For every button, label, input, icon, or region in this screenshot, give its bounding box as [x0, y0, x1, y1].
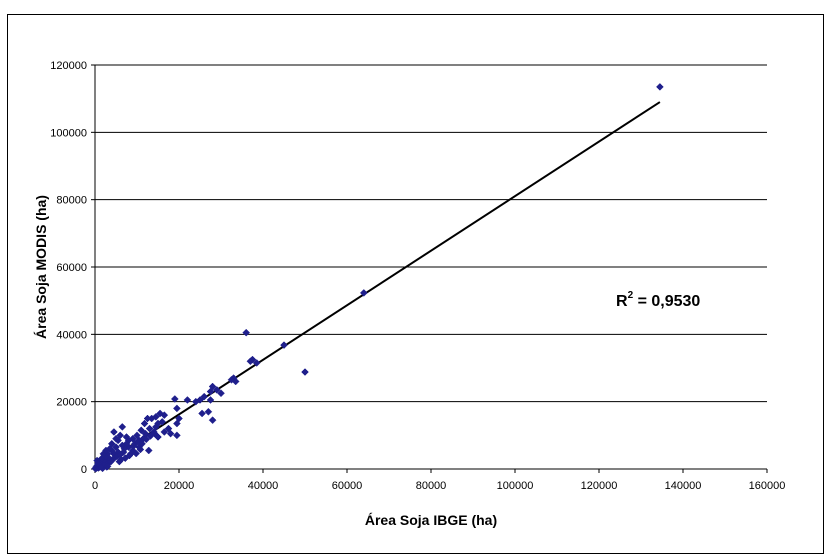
data-point [359, 289, 368, 297]
data-point [136, 445, 145, 454]
data-point [122, 433, 131, 441]
y-tick-label: 20000 [56, 397, 87, 409]
data-point [301, 368, 309, 376]
x-tick-label: 60000 [332, 480, 363, 492]
data-point [112, 443, 120, 451]
x-tick-label: 120000 [581, 480, 618, 492]
data-point [150, 429, 159, 438]
data-points [91, 83, 664, 473]
x-tick-label: 160000 [749, 480, 786, 492]
data-point [112, 434, 120, 443]
data-point [212, 386, 221, 394]
data-point [125, 451, 134, 460]
r-squared-sup: 2 [628, 290, 634, 301]
data-point [118, 423, 127, 431]
data-point [252, 359, 261, 367]
data-point [204, 407, 213, 416]
data-point [231, 377, 240, 386]
x-tick-label: 80000 [416, 480, 447, 492]
data-point [198, 409, 206, 418]
y-tick-label: 60000 [56, 262, 87, 274]
data-point [656, 83, 664, 91]
r-squared-base: R [616, 293, 628, 310]
data-point [242, 328, 251, 337]
y-axis: 0 20000 40000 60000 80000 100000 120000 [50, 60, 96, 476]
data-point [191, 397, 200, 406]
data-point [115, 457, 124, 466]
data-point [164, 424, 173, 433]
data-point [102, 446, 110, 455]
data-point [173, 404, 181, 413]
data-point [280, 341, 288, 349]
data-point [94, 459, 102, 468]
data-point [129, 442, 138, 450]
x-tick-label: 40000 [248, 480, 279, 492]
data-point [119, 448, 128, 457]
data-point [138, 439, 146, 448]
data-point [246, 357, 255, 366]
y-tick-label: 40000 [56, 329, 87, 341]
y-axis-title: Área Soja MODIS (ha) [33, 195, 49, 339]
trendline [94, 101, 661, 470]
data-point [206, 387, 215, 396]
data-point [142, 435, 151, 444]
x-axis: 0 20000 40000 60000 80000 100000 120000 140000 1… [92, 468, 786, 492]
x-axis-title: Área Soja IBGE (ha) [365, 512, 497, 528]
x-tick-label: 100000 [497, 480, 534, 492]
data-point [143, 414, 152, 423]
data-point [137, 426, 146, 435]
x-tick-label: 0 [92, 480, 98, 492]
y-tick-label: 80000 [56, 195, 87, 207]
data-point [144, 446, 153, 455]
data-point [173, 419, 181, 428]
data-point [183, 396, 192, 404]
data-point [170, 395, 179, 403]
data-point [152, 423, 160, 431]
y-tick-label: 120000 [50, 60, 87, 72]
y-tick-label: 100000 [50, 127, 87, 139]
data-point [110, 428, 118, 436]
r-squared-value: = 0,9530 [633, 293, 700, 310]
data-point [208, 416, 217, 425]
data-point [160, 428, 169, 436]
y-tick-label: 0 [81, 464, 87, 476]
data-point [200, 392, 209, 401]
data-point [173, 431, 181, 440]
x-tick-label: 140000 [665, 480, 702, 492]
data-point [140, 419, 149, 428]
x-tick-label: 20000 [164, 480, 195, 492]
data-point [103, 462, 112, 471]
scatter-chart: 0 20000 40000 60000 80000 100000 120000 0 20000… [33, 60, 786, 528]
gridlines [95, 64, 767, 403]
data-point [145, 424, 154, 433]
data-point [132, 449, 141, 458]
data-point [217, 389, 225, 398]
data-point [206, 396, 215, 404]
r-squared-annotation: R2 = 0,9530 [616, 290, 700, 310]
data-point [156, 409, 164, 418]
data-point [118, 441, 127, 450]
